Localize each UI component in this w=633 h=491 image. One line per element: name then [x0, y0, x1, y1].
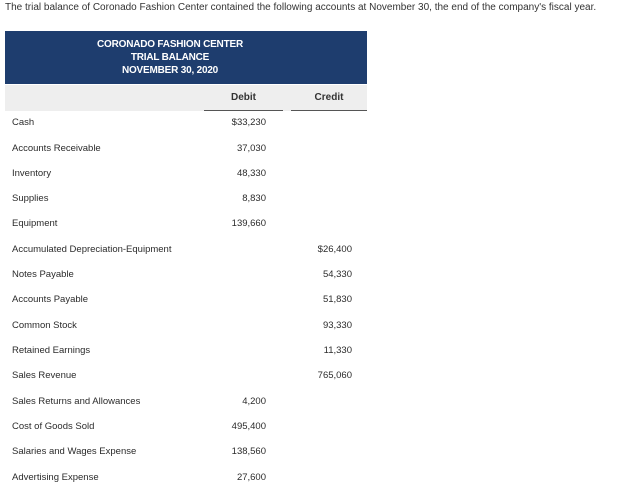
account-name: Retained Earnings — [12, 345, 91, 356]
table-row: Retained Earnings 11,330 — [0, 339, 380, 364]
table-row: Equipment 139,660 — [0, 212, 380, 237]
account-name: Sales Revenue — [12, 370, 77, 381]
table-row: Cost of Goods Sold 495,400 — [0, 415, 380, 440]
account-name: Accounts Payable — [12, 294, 89, 305]
credit-amount: $26,400 — [317, 244, 352, 255]
credit-amount: 93,330 — [322, 320, 352, 331]
intro-text: The trial balance of Coronado Fashion Ce… — [5, 2, 597, 13]
debit-amount: $33,230 — [231, 117, 266, 128]
account-name: Inventory — [12, 168, 52, 179]
table-row: Accounts Payable 51,830 — [0, 288, 380, 313]
account-name: Equipment — [12, 218, 58, 229]
table-row: Accumulated Depreciation-Equipment $26,40… — [0, 238, 380, 263]
debit-amount: 37,030 — [236, 143, 266, 154]
account-name: Notes Payable — [12, 269, 74, 280]
credit-amount: 765,060 — [317, 370, 352, 381]
debit-amount: 139,660 — [231, 218, 266, 229]
table-row: Accounts Receivable 37,030 — [0, 137, 380, 162]
table-row: Common Stock 93,330 — [0, 314, 380, 339]
statement-date: NOVEMBER 30, 2020 — [121, 65, 219, 76]
debit-amount: 8,830 — [242, 193, 266, 204]
table-row: Advertising Expense 27,600 — [0, 466, 380, 491]
column-header-bar — [5, 85, 367, 111]
credit-amount: 54,330 — [322, 269, 352, 280]
credit-amount: 11,330 — [323, 345, 352, 356]
debit-amount: 48,330 — [236, 168, 266, 179]
account-name: Common Stock — [12, 320, 77, 331]
credit-amount: 51,830 — [322, 294, 352, 305]
debit-amount: 495,400 — [231, 421, 266, 432]
table-row: Inventory 48,330 — [0, 162, 380, 187]
company-name: CORONADO FASHION CENTER — [97, 39, 243, 50]
account-name: Sales Returns and Allowances — [12, 396, 141, 407]
account-name: Supplies — [12, 193, 49, 204]
account-name: Advertising Expense — [12, 472, 99, 483]
table-row: Sales Returns and Allowances 4,200 — [0, 390, 380, 415]
table-row: Salaries and Wages Expense 138,560 — [0, 440, 380, 465]
debit-amount: 4,200 — [242, 396, 266, 407]
debit-column-header: Debit — [204, 85, 283, 111]
table-row: Supplies 8,830 — [0, 187, 380, 212]
table-row: Cash $33,230 — [0, 111, 380, 136]
debit-amount: 138,560 — [231, 446, 266, 457]
debit-amount: 27,600 — [236, 472, 266, 483]
account-name: Salaries and Wages Expense — [12, 446, 137, 457]
account-name: Cost of Goods Sold — [12, 421, 95, 432]
table-row: Sales Revenue 765,060 — [0, 364, 380, 389]
trial-balance-header: CORONADO FASHION CENTER TRIAL BALANCE NO… — [5, 31, 367, 84]
credit-column-header: Credit — [291, 85, 367, 111]
account-name: Cash — [12, 117, 35, 128]
account-name: Accounts Receivable — [12, 143, 101, 154]
table-row: Notes Payable 54,330 — [0, 263, 380, 288]
account-name: Accumulated Depreciation-Equipment — [12, 244, 172, 255]
statement-title: TRIAL BALANCE — [130, 52, 210, 63]
